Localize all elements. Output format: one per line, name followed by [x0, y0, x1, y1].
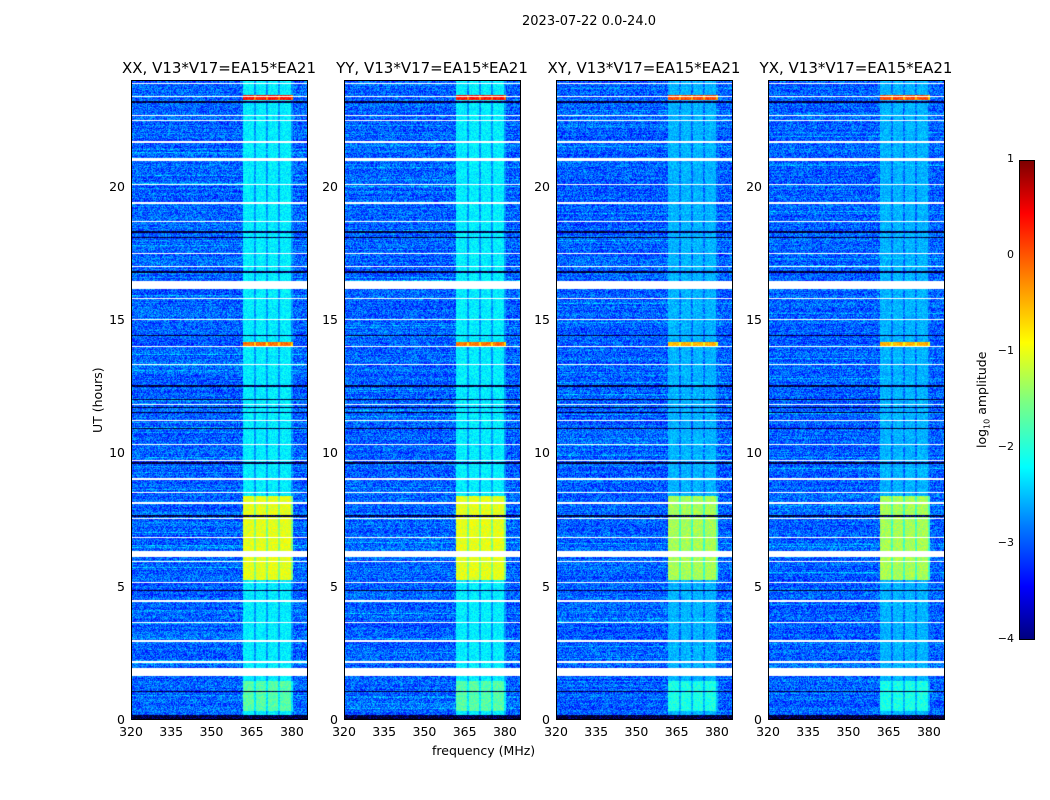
x-tick-label: 365 [876, 724, 901, 739]
x-tick-label: 365 [239, 724, 264, 739]
x-tick-label: 335 [584, 724, 609, 739]
y-tick-label: 0 [330, 712, 338, 727]
figure-title: 2023-07-22 0.0-24.0 [522, 14, 656, 29]
panel-title: XY, V13*V17=EA15*EA21 [547, 59, 741, 77]
y-tick-label: 15 [746, 312, 762, 327]
x-tick-label: 380 [279, 724, 304, 739]
y-tick-label: 10 [746, 445, 762, 461]
y-axis-label: UT (hours) [90, 367, 105, 433]
x-tick-label: 380 [492, 724, 517, 739]
y-tick-label: 5 [542, 578, 550, 594]
x-tick-label: 350 [412, 724, 437, 739]
x-tick-label: 350 [836, 724, 861, 739]
x-tick-label: 320 [756, 724, 780, 739]
x-tick-label: 320 [332, 724, 356, 739]
heatmap-cells [557, 81, 732, 719]
y-tick-label: 20 [746, 178, 762, 194]
x-tick-label: 350 [199, 724, 224, 739]
x-tick-label: 380 [916, 724, 941, 739]
heatmap-panel [556, 80, 733, 720]
y-tick-label: 5 [117, 578, 125, 594]
colorbar-tick-label: −4 [997, 632, 1014, 645]
heatmap-panel [131, 80, 308, 720]
colorbar-tick-label: −1 [997, 344, 1014, 357]
y-tick-label: 15 [109, 312, 125, 327]
colorbar-tick-label: −2 [997, 440, 1014, 453]
y-tick-label: 0 [754, 712, 762, 727]
heatmap-panel [768, 80, 945, 720]
y-tick-label: 10 [109, 445, 125, 461]
panel-title: XX, V13*V17=EA15*EA21 [121, 59, 316, 77]
heatmap-cells [345, 81, 520, 719]
y-tick-label: 15 [322, 312, 338, 327]
y-tick-label: 0 [542, 712, 550, 727]
y-tick-label: 0 [117, 712, 125, 727]
y-tick-label: 20 [534, 178, 550, 194]
y-tick-label: 5 [754, 578, 762, 594]
x-tick-label: 335 [159, 724, 184, 739]
heatmap-cells [769, 81, 944, 719]
x-tick-label: 335 [372, 724, 397, 739]
y-tick-label: 20 [322, 178, 338, 194]
colorbar-tick-label: 0 [1007, 248, 1014, 261]
y-tick-label: 20 [109, 178, 125, 194]
colorbar-tick-label: 1 [1007, 152, 1014, 165]
x-tick-label: 335 [796, 724, 821, 739]
colorbar [1019, 160, 1035, 640]
y-tick-label: 10 [534, 445, 550, 461]
colorbar-tick-label: −3 [997, 536, 1014, 549]
y-tick-label: 5 [330, 578, 338, 594]
x-tick-label: 365 [664, 724, 689, 739]
x-tick-label: 350 [624, 724, 649, 739]
heatmap-panel [344, 80, 521, 720]
panel-title: YY, V13*V17=EA15*EA21 [336, 59, 528, 77]
x-axis-label: frequency (MHz) [432, 743, 536, 758]
heatmap-cells [132, 81, 307, 719]
y-tick-label: 10 [322, 445, 338, 461]
x-tick-label: 320 [119, 724, 143, 739]
x-tick-label: 320 [544, 724, 568, 739]
x-tick-label: 380 [704, 724, 729, 739]
panel-title: YX, V13*V17=EA15*EA21 [759, 59, 953, 77]
x-tick-label: 365 [452, 724, 477, 739]
y-tick-label: 15 [534, 312, 550, 327]
colorbar-label: log10 amplitude [974, 351, 992, 448]
